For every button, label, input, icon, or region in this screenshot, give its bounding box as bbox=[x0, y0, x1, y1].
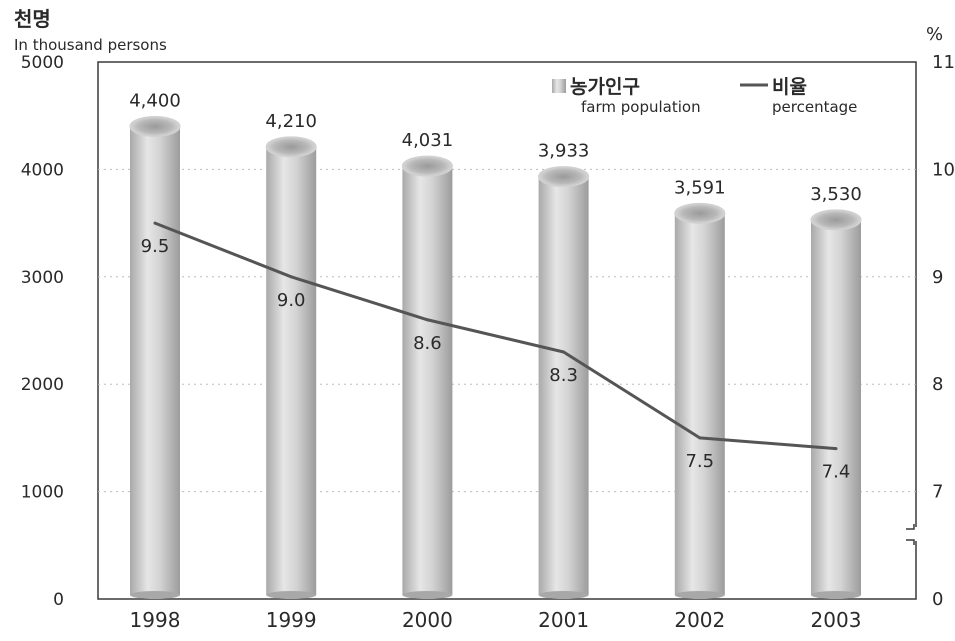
bar-cap bbox=[538, 166, 590, 188]
bar-body bbox=[130, 126, 180, 595]
bar-base bbox=[130, 591, 180, 599]
line-point bbox=[698, 436, 702, 440]
right-axis-break bbox=[906, 524, 926, 545]
right-tick-label: 8 bbox=[932, 374, 943, 395]
line-value-label: 8.3 bbox=[549, 365, 578, 386]
line-point bbox=[289, 275, 293, 279]
bar: 4,210 bbox=[265, 111, 317, 599]
right-tick-label: 7 bbox=[932, 482, 943, 503]
bar-body bbox=[674, 213, 725, 595]
bar: 4,031 bbox=[401, 130, 454, 599]
bar-body bbox=[538, 176, 589, 595]
bar: 4,400 bbox=[129, 90, 181, 599]
line-point bbox=[425, 318, 429, 322]
x-tick-label: 2000 bbox=[402, 608, 453, 632]
bar-cap bbox=[674, 202, 726, 224]
legend-bar-label-ko: 농가인구 bbox=[570, 76, 640, 98]
bar-base bbox=[538, 591, 589, 599]
bar-body bbox=[402, 166, 453, 595]
line-value-label: 9.5 bbox=[141, 236, 170, 257]
bar-value-label: 4,400 bbox=[129, 90, 181, 111]
right-axis-unit: % bbox=[926, 24, 943, 45]
x-tick-label: 2002 bbox=[674, 608, 725, 632]
legend-bar-label-en: farm population bbox=[581, 98, 701, 116]
bar-base bbox=[266, 591, 317, 599]
legend-bar-swatch bbox=[552, 79, 566, 93]
bar-cap bbox=[810, 209, 862, 231]
left-tick-label: 1000 bbox=[21, 483, 64, 503]
bar-value-label: 3,933 bbox=[538, 141, 590, 162]
line-point bbox=[834, 447, 838, 451]
left-axis-unit-en: In thousand persons bbox=[14, 36, 167, 54]
line-value-label: 7.4 bbox=[822, 462, 851, 483]
bar-value-label: 4,031 bbox=[402, 130, 454, 151]
bar-cap bbox=[129, 115, 181, 137]
right-tick-label: 0 bbox=[932, 589, 943, 610]
right-axis-ticks: 0 7 8 9 10 11 bbox=[932, 52, 955, 610]
right-tick-label: 9 bbox=[932, 267, 943, 288]
x-tick-label: 1998 bbox=[130, 608, 181, 632]
line-value-label: 7.5 bbox=[685, 451, 714, 472]
bar-base bbox=[674, 591, 725, 599]
left-axis-unit-ko: 천명 bbox=[14, 7, 51, 31]
line-point bbox=[153, 221, 157, 225]
bar-base bbox=[811, 591, 861, 599]
x-tick-label: 1999 bbox=[266, 608, 317, 632]
x-tick-label: 2001 bbox=[538, 608, 589, 632]
bar: 3,933 bbox=[538, 141, 590, 599]
bar: 3,530 bbox=[810, 184, 862, 599]
right-tick-label: 11 bbox=[932, 52, 955, 73]
left-tick-label: 4000 bbox=[21, 160, 64, 180]
plot-frame bbox=[97, 61, 917, 600]
bar-value-label: 4,210 bbox=[265, 111, 317, 132]
legend-line-label-ko: 비율 bbox=[772, 76, 807, 98]
legend: 농가인구 farm population 비율 percentage bbox=[552, 76, 857, 116]
line-point bbox=[562, 350, 566, 354]
legend-line-label-en: percentage bbox=[772, 98, 857, 116]
bar-cap bbox=[401, 155, 453, 177]
left-tick-label: 2000 bbox=[21, 375, 64, 395]
bar-base bbox=[402, 591, 453, 599]
line-layer: 9.5 9.0 8.6 8.3 7.5 7.4 bbox=[141, 221, 851, 483]
percentage-line bbox=[154, 221, 837, 451]
bars-layer: 4,400 4,210 4,031 3,933 3,591 3,530 bbox=[129, 90, 862, 599]
bar-value-label: 3,530 bbox=[810, 184, 862, 205]
line-value-label: 9.0 bbox=[277, 290, 306, 311]
bar-body bbox=[266, 146, 317, 595]
left-tick-label: 3000 bbox=[21, 268, 64, 288]
bar-value-label: 3,591 bbox=[674, 177, 726, 198]
x-axis-ticks: 1998 1999 2000 2001 2002 2003 bbox=[130, 608, 862, 632]
left-axis-ticks: 0 1000 2000 3000 4000 5000 bbox=[21, 53, 64, 610]
bar: 3,591 bbox=[674, 177, 726, 599]
bar-cap bbox=[265, 136, 317, 158]
grid-layer bbox=[98, 168, 916, 493]
left-tick-label: 0 bbox=[53, 590, 64, 610]
left-tick-label: 5000 bbox=[21, 53, 64, 73]
line-value-label: 8.6 bbox=[413, 333, 442, 354]
x-tick-label: 2003 bbox=[811, 608, 862, 632]
right-tick-label: 10 bbox=[932, 159, 955, 180]
bar-body bbox=[811, 219, 861, 596]
